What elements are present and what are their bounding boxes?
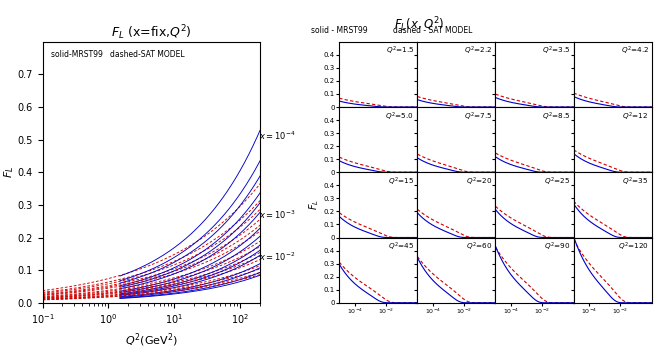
Text: $x=10^{-2}$: $x=10^{-2}$ <box>259 251 295 263</box>
Text: $Q^2$=12: $Q^2$=12 <box>622 110 648 122</box>
Text: $Q^2$=3.5: $Q^2$=3.5 <box>542 45 571 57</box>
Text: $Q^2$=5.0: $Q^2$=5.0 <box>386 110 414 122</box>
Text: $Q^2$=45: $Q^2$=45 <box>388 241 414 253</box>
Text: $Q^2$=35: $Q^2$=35 <box>622 175 648 188</box>
Text: solid-MRST99   dashed-SAT MODEL: solid-MRST99 dashed-SAT MODEL <box>51 50 185 58</box>
Text: $Q^2$=25: $Q^2$=25 <box>544 175 571 188</box>
Text: $F_L(x,Q^2)$: $F_L(x,Q^2)$ <box>394 16 445 34</box>
Text: dashed - SAT MODEL: dashed - SAT MODEL <box>393 26 472 35</box>
Text: $Q^2$=1.5: $Q^2$=1.5 <box>386 45 414 57</box>
X-axis label: $Q^2$(GeV$^2$): $Q^2$(GeV$^2$) <box>124 332 178 348</box>
Text: $x=10^{-4}$: $x=10^{-4}$ <box>259 130 295 142</box>
Text: $Q^2$=90: $Q^2$=90 <box>544 241 571 253</box>
Text: $Q^2$=8.5: $Q^2$=8.5 <box>542 110 571 122</box>
Text: $Q^2$=15: $Q^2$=15 <box>388 175 414 188</box>
Text: $Q^2$=20: $Q^2$=20 <box>466 175 493 188</box>
Y-axis label: $F_L$: $F_L$ <box>307 199 321 211</box>
Title: $F_L$ (x=fix,$Q^2$): $F_L$ (x=fix,$Q^2$) <box>111 23 191 42</box>
Y-axis label: $F_L$: $F_L$ <box>2 166 16 179</box>
Text: solid - MRST99: solid - MRST99 <box>311 26 367 35</box>
Text: $Q^2$=7.5: $Q^2$=7.5 <box>464 110 493 122</box>
Text: $Q^2$=2.2: $Q^2$=2.2 <box>464 45 493 57</box>
Text: $Q^2$=4.2: $Q^2$=4.2 <box>620 45 648 57</box>
Text: $x=10^{-3}$: $x=10^{-3}$ <box>259 209 295 221</box>
Text: $Q^2$=60: $Q^2$=60 <box>466 241 493 253</box>
Text: $Q^2$=120: $Q^2$=120 <box>618 241 648 253</box>
